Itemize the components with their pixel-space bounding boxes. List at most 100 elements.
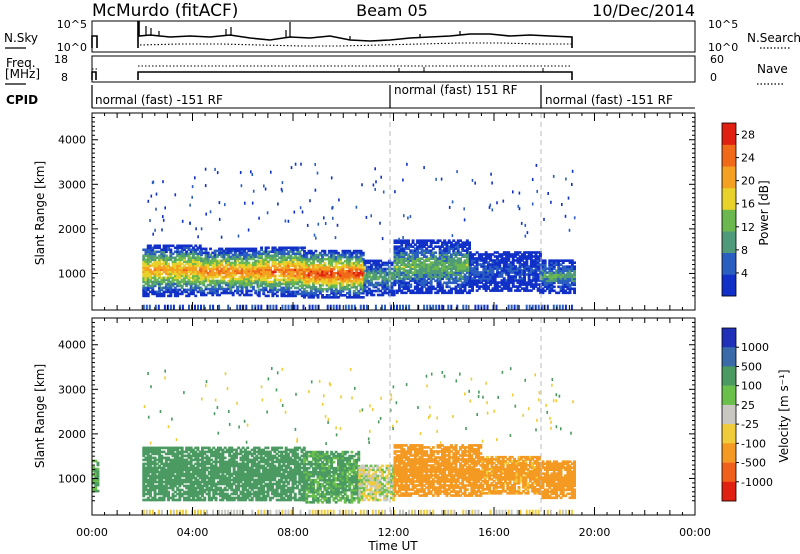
power-cell	[529, 289, 533, 292]
power-cell	[398, 253, 401, 256]
power-cell	[243, 281, 246, 285]
vel-cell	[187, 490, 191, 494]
power-cell	[307, 259, 311, 263]
power-cell	[564, 281, 567, 285]
power-cell	[489, 259, 493, 262]
power-cell	[298, 256, 302, 260]
power-cell	[231, 277, 235, 281]
power-cell	[243, 277, 246, 281]
power-cell	[303, 287, 306, 291]
power-cell	[151, 252, 155, 256]
power-cell	[200, 273, 203, 277]
vel-cell	[205, 474, 209, 478]
vel-cell	[158, 472, 161, 476]
power-cell	[234, 263, 237, 267]
power-cell	[164, 260, 168, 264]
vel-cell	[187, 454, 191, 458]
vel-cell	[164, 494, 168, 498]
power-cell	[173, 272, 177, 276]
vel-cell	[192, 448, 195, 452]
power-cell	[518, 207, 521, 211]
power-cell	[192, 280, 195, 284]
power-cell	[305, 285, 309, 289]
power-cell	[456, 239, 460, 242]
vel-cell	[192, 488, 195, 492]
power-cell	[348, 263, 352, 267]
power-cell	[398, 287, 401, 291]
power-cell	[463, 263, 467, 266]
power-cell	[376, 281, 380, 285]
power-cell	[336, 223, 339, 227]
vel-cell	[176, 476, 180, 480]
vel-cell	[196, 474, 200, 478]
vel-cell	[212, 494, 216, 498]
power-cell	[300, 270, 304, 274]
vel-cell	[203, 460, 207, 464]
power-cell	[211, 289, 215, 293]
power-cell	[550, 265, 554, 268]
power-cell	[355, 265, 358, 269]
power-cell	[570, 304, 573, 310]
power-cell	[318, 257, 322, 261]
power-cell	[434, 255, 438, 258]
power-cell	[454, 251, 458, 254]
power-cell	[454, 281, 458, 285]
power-cell	[337, 257, 340, 261]
power-cell	[257, 256, 261, 260]
power-cell	[352, 275, 356, 279]
power-cell	[334, 265, 338, 269]
power-cell	[395, 289, 399, 293]
power-cell	[153, 264, 157, 268]
power-cell	[418, 279, 422, 283]
power-cell	[509, 269, 513, 272]
power-cell	[287, 268, 291, 272]
power-cell	[204, 275, 208, 279]
power-cell	[316, 289, 320, 293]
vel-cell	[180, 460, 184, 464]
power-cell	[509, 255, 513, 258]
power-cell	[209, 263, 212, 267]
power-cell	[450, 267, 453, 270]
power-cell	[229, 249, 233, 253]
power-cell	[183, 266, 186, 270]
power-cell	[465, 265, 469, 268]
power-cell	[525, 269, 529, 272]
power-cell	[189, 270, 193, 274]
power-cell	[427, 271, 431, 274]
power-cell	[280, 246, 284, 250]
vel-cell	[183, 480, 186, 484]
power-cell	[323, 251, 327, 255]
power-echo-region	[363, 259, 396, 297]
power-cell	[482, 261, 486, 264]
power-cell	[273, 270, 277, 274]
power-cell	[187, 256, 191, 260]
power-cell	[443, 251, 447, 254]
power-cell	[254, 279, 258, 283]
power-cell	[287, 276, 291, 280]
power-cell	[236, 255, 240, 259]
power-cell	[149, 274, 152, 278]
power-cell	[400, 255, 404, 258]
power-cell	[570, 283, 574, 287]
power-cell	[456, 289, 460, 293]
power-cell	[452, 243, 456, 246]
vel-cell	[223, 446, 227, 450]
power-cell	[480, 271, 484, 274]
power-cell	[384, 304, 386, 310]
power-cell	[238, 249, 242, 253]
power-cell	[402, 279, 406, 283]
power-cell	[289, 258, 293, 262]
power-cell	[162, 264, 166, 268]
power-cell	[348, 259, 352, 263]
vel-cell	[189, 478, 193, 482]
power-cell	[348, 269, 352, 273]
power-cell	[429, 253, 433, 256]
power-cell	[178, 266, 182, 270]
power-cell	[376, 287, 380, 291]
power-cell	[158, 262, 161, 266]
power-cell	[144, 268, 148, 272]
power-cell	[487, 287, 490, 290]
vel-cell	[214, 472, 218, 476]
vel-cell	[160, 496, 164, 500]
vel-cell	[192, 458, 195, 462]
